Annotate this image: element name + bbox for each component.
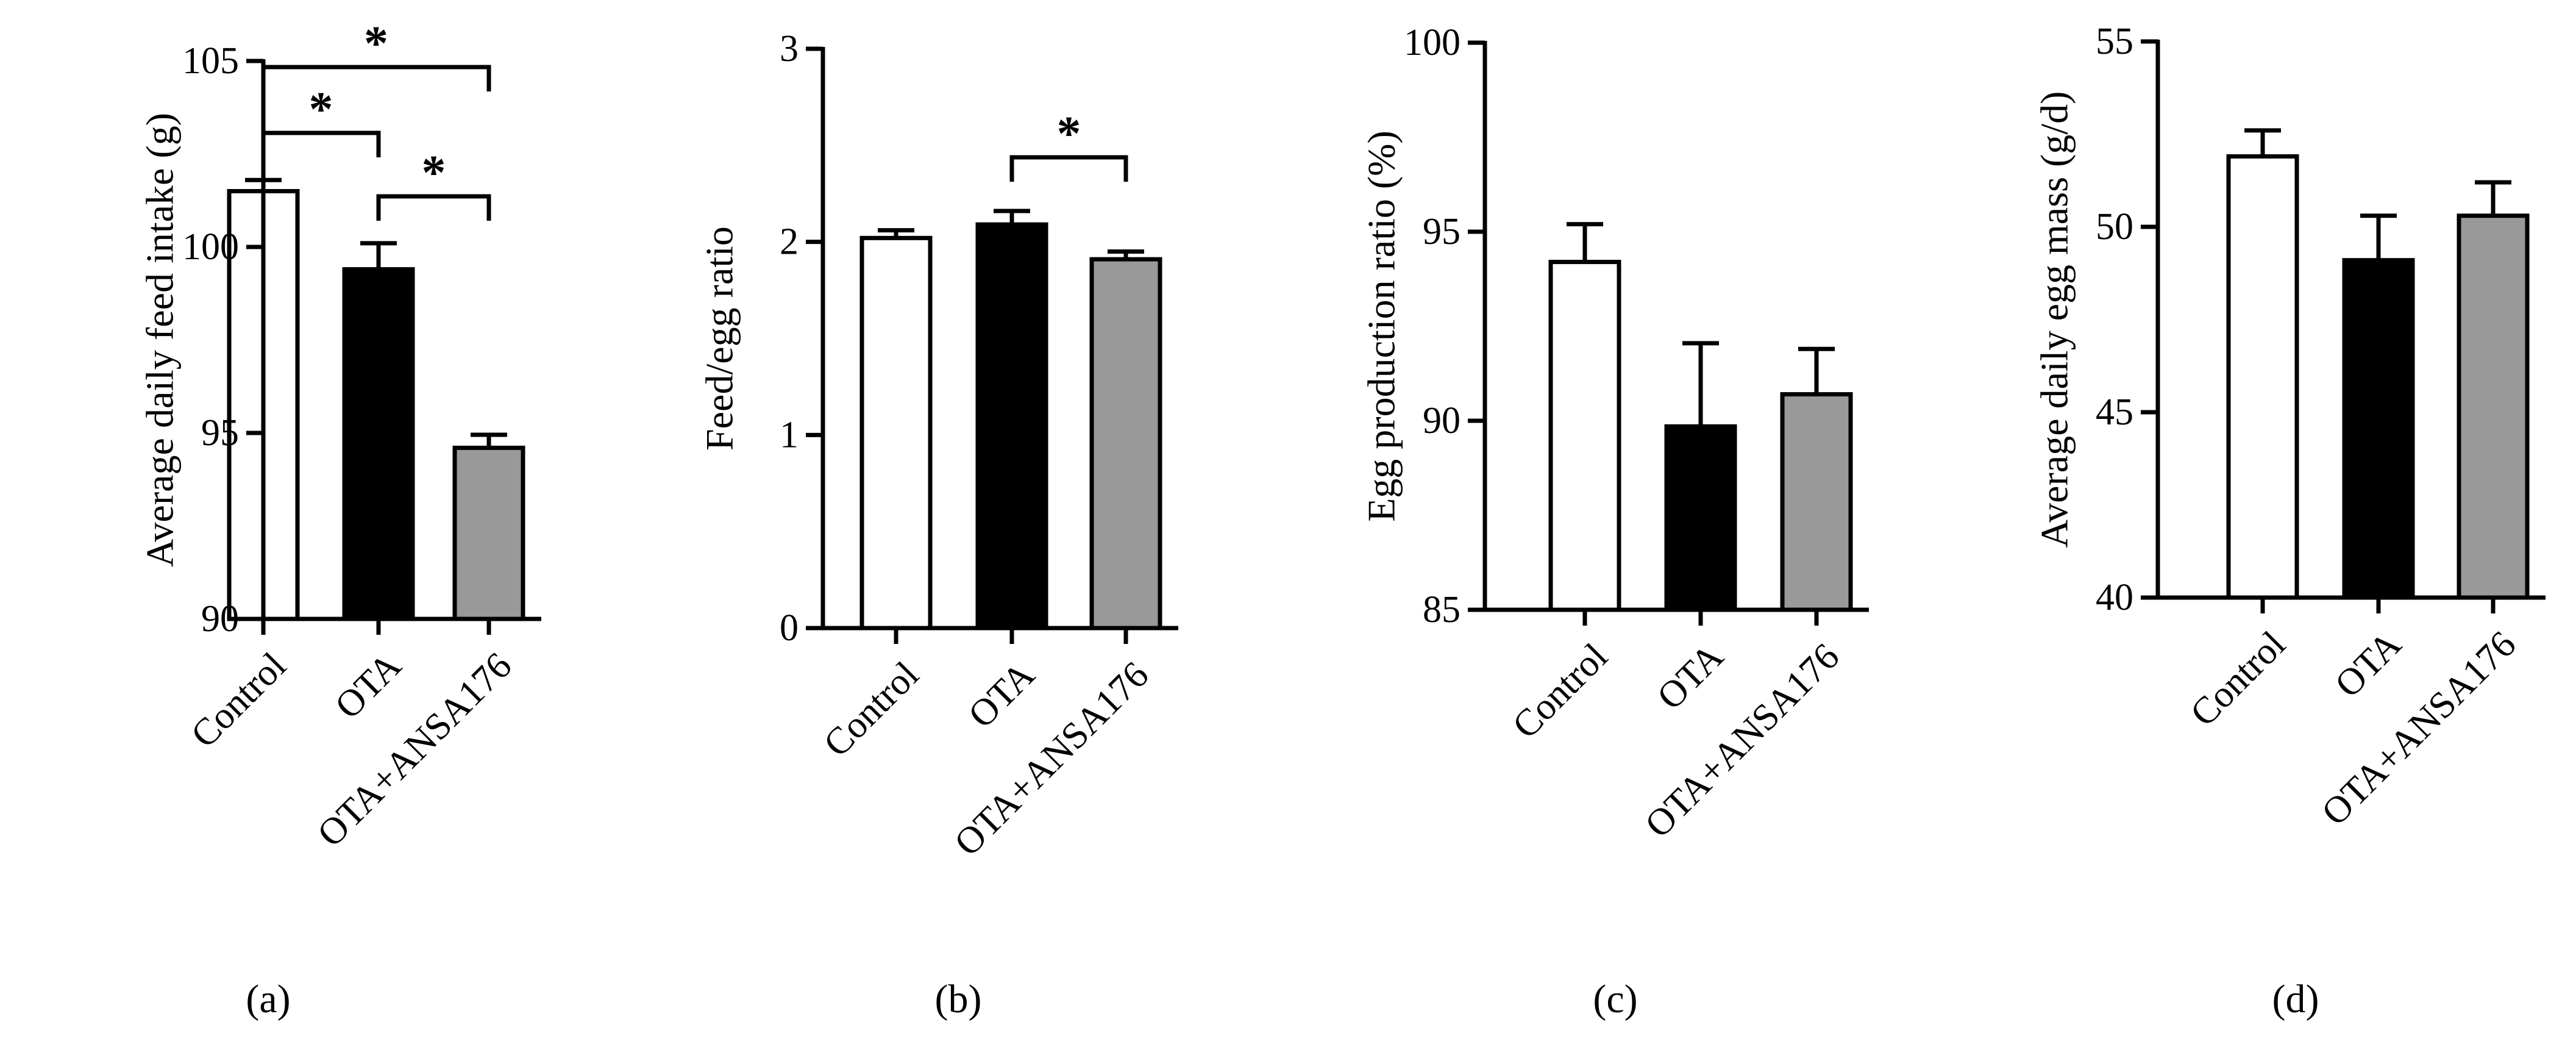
bar-c-3	[1780, 392, 1853, 612]
y-tick-label-a-2: 100	[182, 226, 239, 268]
y-axis-title-c: Egg production ratio (%)	[1360, 130, 1403, 522]
bar-a-2	[342, 267, 415, 621]
y-tick-label-b-2: 2	[780, 221, 799, 263]
panel-label-a: (a)	[246, 977, 290, 1021]
category-label-c-1: Control	[1504, 635, 1615, 746]
significance-bracket-a-3	[261, 65, 491, 91]
significance-star-b-1: *	[1057, 107, 1081, 161]
bar-b-3	[1089, 257, 1162, 631]
y-axis-title-b: Feed/egg ratio	[698, 226, 741, 451]
y-tick-label-a-3: 105	[182, 40, 239, 82]
bar-d-1	[2226, 154, 2299, 600]
bar-a-3	[452, 445, 525, 621]
y-tick-label-d-3: 55	[2096, 21, 2133, 62]
category-label-b-3: OTA+ANSA176	[947, 654, 1157, 864]
category-label-c-3: OTA+ANSA176	[1637, 635, 1848, 846]
y-tick-label-c-3: 100	[1404, 22, 1461, 63]
significance-star-a-2: *	[422, 146, 446, 200]
y-tick-label-b-3: 3	[780, 28, 799, 70]
y-tick-label-a-1: 95	[201, 412, 239, 454]
y-tick-label-c-0: 85	[1423, 589, 1461, 631]
y-tick-label-d-0: 40	[2096, 577, 2133, 618]
significance-star-a-3: *	[364, 17, 388, 71]
y-tick-label-d-2: 50	[2096, 206, 2133, 248]
significance-bracket-a-1	[261, 130, 381, 157]
panel-label-b: (b)	[935, 977, 982, 1021]
y-tick-label-b-1: 1	[780, 414, 799, 456]
category-label-d-2: OTA	[2327, 623, 2410, 706]
significance-bracket-b-1	[1009, 155, 1128, 182]
significance-bracket-a-2	[376, 194, 491, 221]
bar-d-2	[2342, 258, 2415, 600]
bar-b-1	[859, 235, 933, 631]
y-tick-label-b-0: 0	[780, 607, 799, 649]
significance-star-a-1: *	[309, 83, 333, 137]
category-label-b-2: OTA	[961, 654, 1043, 736]
y-tick-label-c-2: 95	[1423, 211, 1461, 252]
bar-b-2	[975, 222, 1048, 631]
category-label-a-1: Control	[183, 645, 294, 756]
y-tick-label-c-1: 90	[1423, 400, 1461, 441]
category-label-d-3: OTA+ANSA176	[2314, 623, 2524, 834]
y-tick-label-d-1: 45	[2096, 391, 2133, 433]
bar-c-1	[1548, 260, 1621, 612]
category-label-d-1: Control	[2182, 623, 2293, 734]
panel-label-c: (c)	[1593, 977, 1637, 1021]
bar-d-3	[2457, 213, 2530, 600]
y-axis-title-a: Average daily feed intake (g)	[138, 113, 182, 567]
category-label-a-3: OTA+ANSA176	[310, 645, 520, 855]
category-label-a-2: OTA	[327, 645, 410, 727]
y-axis-title-d: Average daily egg mass (g/d)	[2033, 91, 2076, 548]
category-label-c-2: OTA	[1649, 635, 1732, 718]
bar-c-2	[1664, 424, 1737, 612]
y-tick-label-a-0: 90	[201, 598, 239, 640]
category-label-b-1: Control	[816, 654, 927, 765]
panel-label-d: (d)	[2272, 977, 2319, 1021]
